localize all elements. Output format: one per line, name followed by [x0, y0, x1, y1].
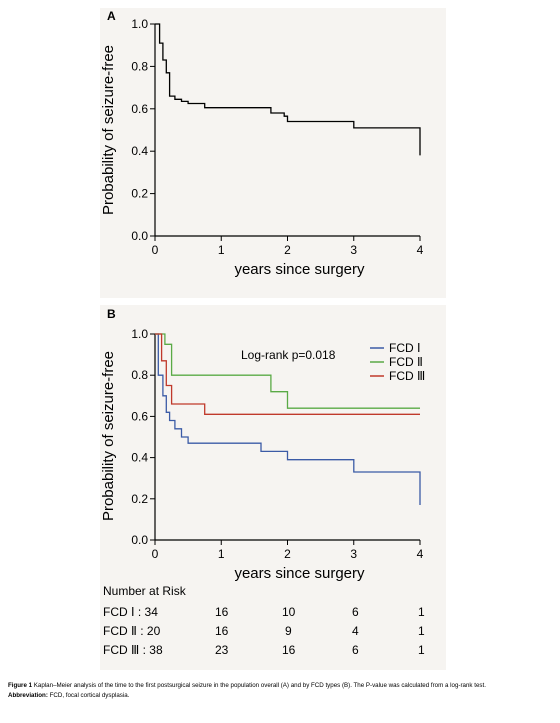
y-tick-label: 0.4: [131, 144, 148, 158]
legend-label: FCD Ⅲ: [389, 369, 425, 383]
legend-label: FCD Ⅰ: [389, 341, 421, 355]
x-tick-label: 0: [152, 243, 159, 257]
panel-a-background: [100, 8, 446, 298]
x-tick-label: 0: [152, 547, 159, 561]
x-tick-label: 4: [417, 547, 424, 561]
caption-abbrev-label: Abbreviation:: [8, 692, 48, 699]
risk-row-label: FCD Ⅲ : 38: [103, 643, 163, 657]
risk-row-label: FCD Ⅰ : 34: [103, 605, 158, 619]
risk-row-label: FCD Ⅱ : 20: [103, 624, 161, 638]
y-tick-label: 0.8: [131, 59, 148, 73]
x-tick-label: 3: [350, 243, 357, 257]
legend-label: FCD Ⅱ: [389, 355, 423, 369]
panel-b-letter: B: [107, 307, 116, 321]
risk-cell: 1: [418, 605, 425, 619]
x-tick-label: 2: [284, 547, 291, 561]
risk-row-fcd2: FCD Ⅱ : 20 16 9 4 1: [103, 624, 433, 640]
caption-abbrev-text: FCD, focal cortical dysplasia.: [47, 692, 130, 699]
x-tick-label: 4: [417, 243, 424, 257]
risk-cell: 16: [282, 643, 296, 657]
y-axis-label: Probability of seizure-free: [100, 351, 117, 521]
y-tick-label: 0.2: [131, 187, 148, 201]
x-tick-label: 3: [350, 547, 357, 561]
caption-figure-label: Figure 1: [8, 682, 33, 689]
y-tick-label: 1.0: [131, 327, 148, 341]
caption-line-1: Figure 1 Kaplan–Meier analysis of the ti…: [8, 681, 553, 691]
risk-cell: 16: [215, 624, 229, 638]
y-tick-label: 0.4: [131, 451, 148, 465]
risk-row-fcd1: FCD Ⅰ : 34 16 10 6 1: [103, 605, 433, 621]
y-tick-label: 1.0: [131, 17, 148, 31]
y-tick-label: 0.2: [131, 492, 148, 506]
log-rank-annotation: Log-rank p=0.018: [241, 348, 336, 362]
x-tick-label: 2: [284, 243, 291, 257]
risk-cell: 4: [352, 624, 359, 638]
y-axis-label: Probability of seizure-free: [100, 45, 117, 215]
survival-curve-1: [155, 333, 421, 505]
risk-table-title: Number at Risk: [103, 584, 186, 598]
y-tick-label: 0.0: [131, 229, 148, 243]
y-tick-label: 0.6: [131, 102, 148, 116]
risk-cell: 9: [285, 624, 292, 638]
y-tick-label: 0.8: [131, 368, 148, 382]
survival-curve-2: [155, 333, 420, 409]
risk-cell: 1: [418, 643, 425, 657]
risk-row-fcd3: FCD Ⅲ : 38 23 16 6 1: [103, 643, 433, 659]
figure-caption: Figure 1 Kaplan–Meier analysis of the ti…: [8, 681, 553, 701]
panel-a-letter: A: [107, 9, 116, 23]
x-axis-label: years since surgery: [234, 261, 365, 278]
risk-cell: 23: [215, 643, 229, 657]
risk-cell: 10: [282, 605, 296, 619]
y-tick-label: 0.0: [131, 533, 148, 547]
x-tick-label: 1: [218, 547, 225, 561]
caption-line-2: Abbreviation: FCD, focal cortical dyspla…: [8, 691, 553, 701]
x-tick-label: 1: [218, 243, 225, 257]
risk-cell: 6: [352, 643, 359, 657]
survival-curve-3: [155, 333, 420, 415]
x-axis-label: years since surgery: [234, 565, 365, 582]
risk-cell: 6: [352, 605, 359, 619]
y-tick-label: 0.6: [131, 409, 148, 423]
survival-curve-1: [155, 23, 421, 156]
caption-text: Kaplan–Meier analysis of the time to the…: [32, 682, 486, 689]
risk-cell: 16: [215, 605, 229, 619]
risk-cell: 1: [418, 624, 425, 638]
